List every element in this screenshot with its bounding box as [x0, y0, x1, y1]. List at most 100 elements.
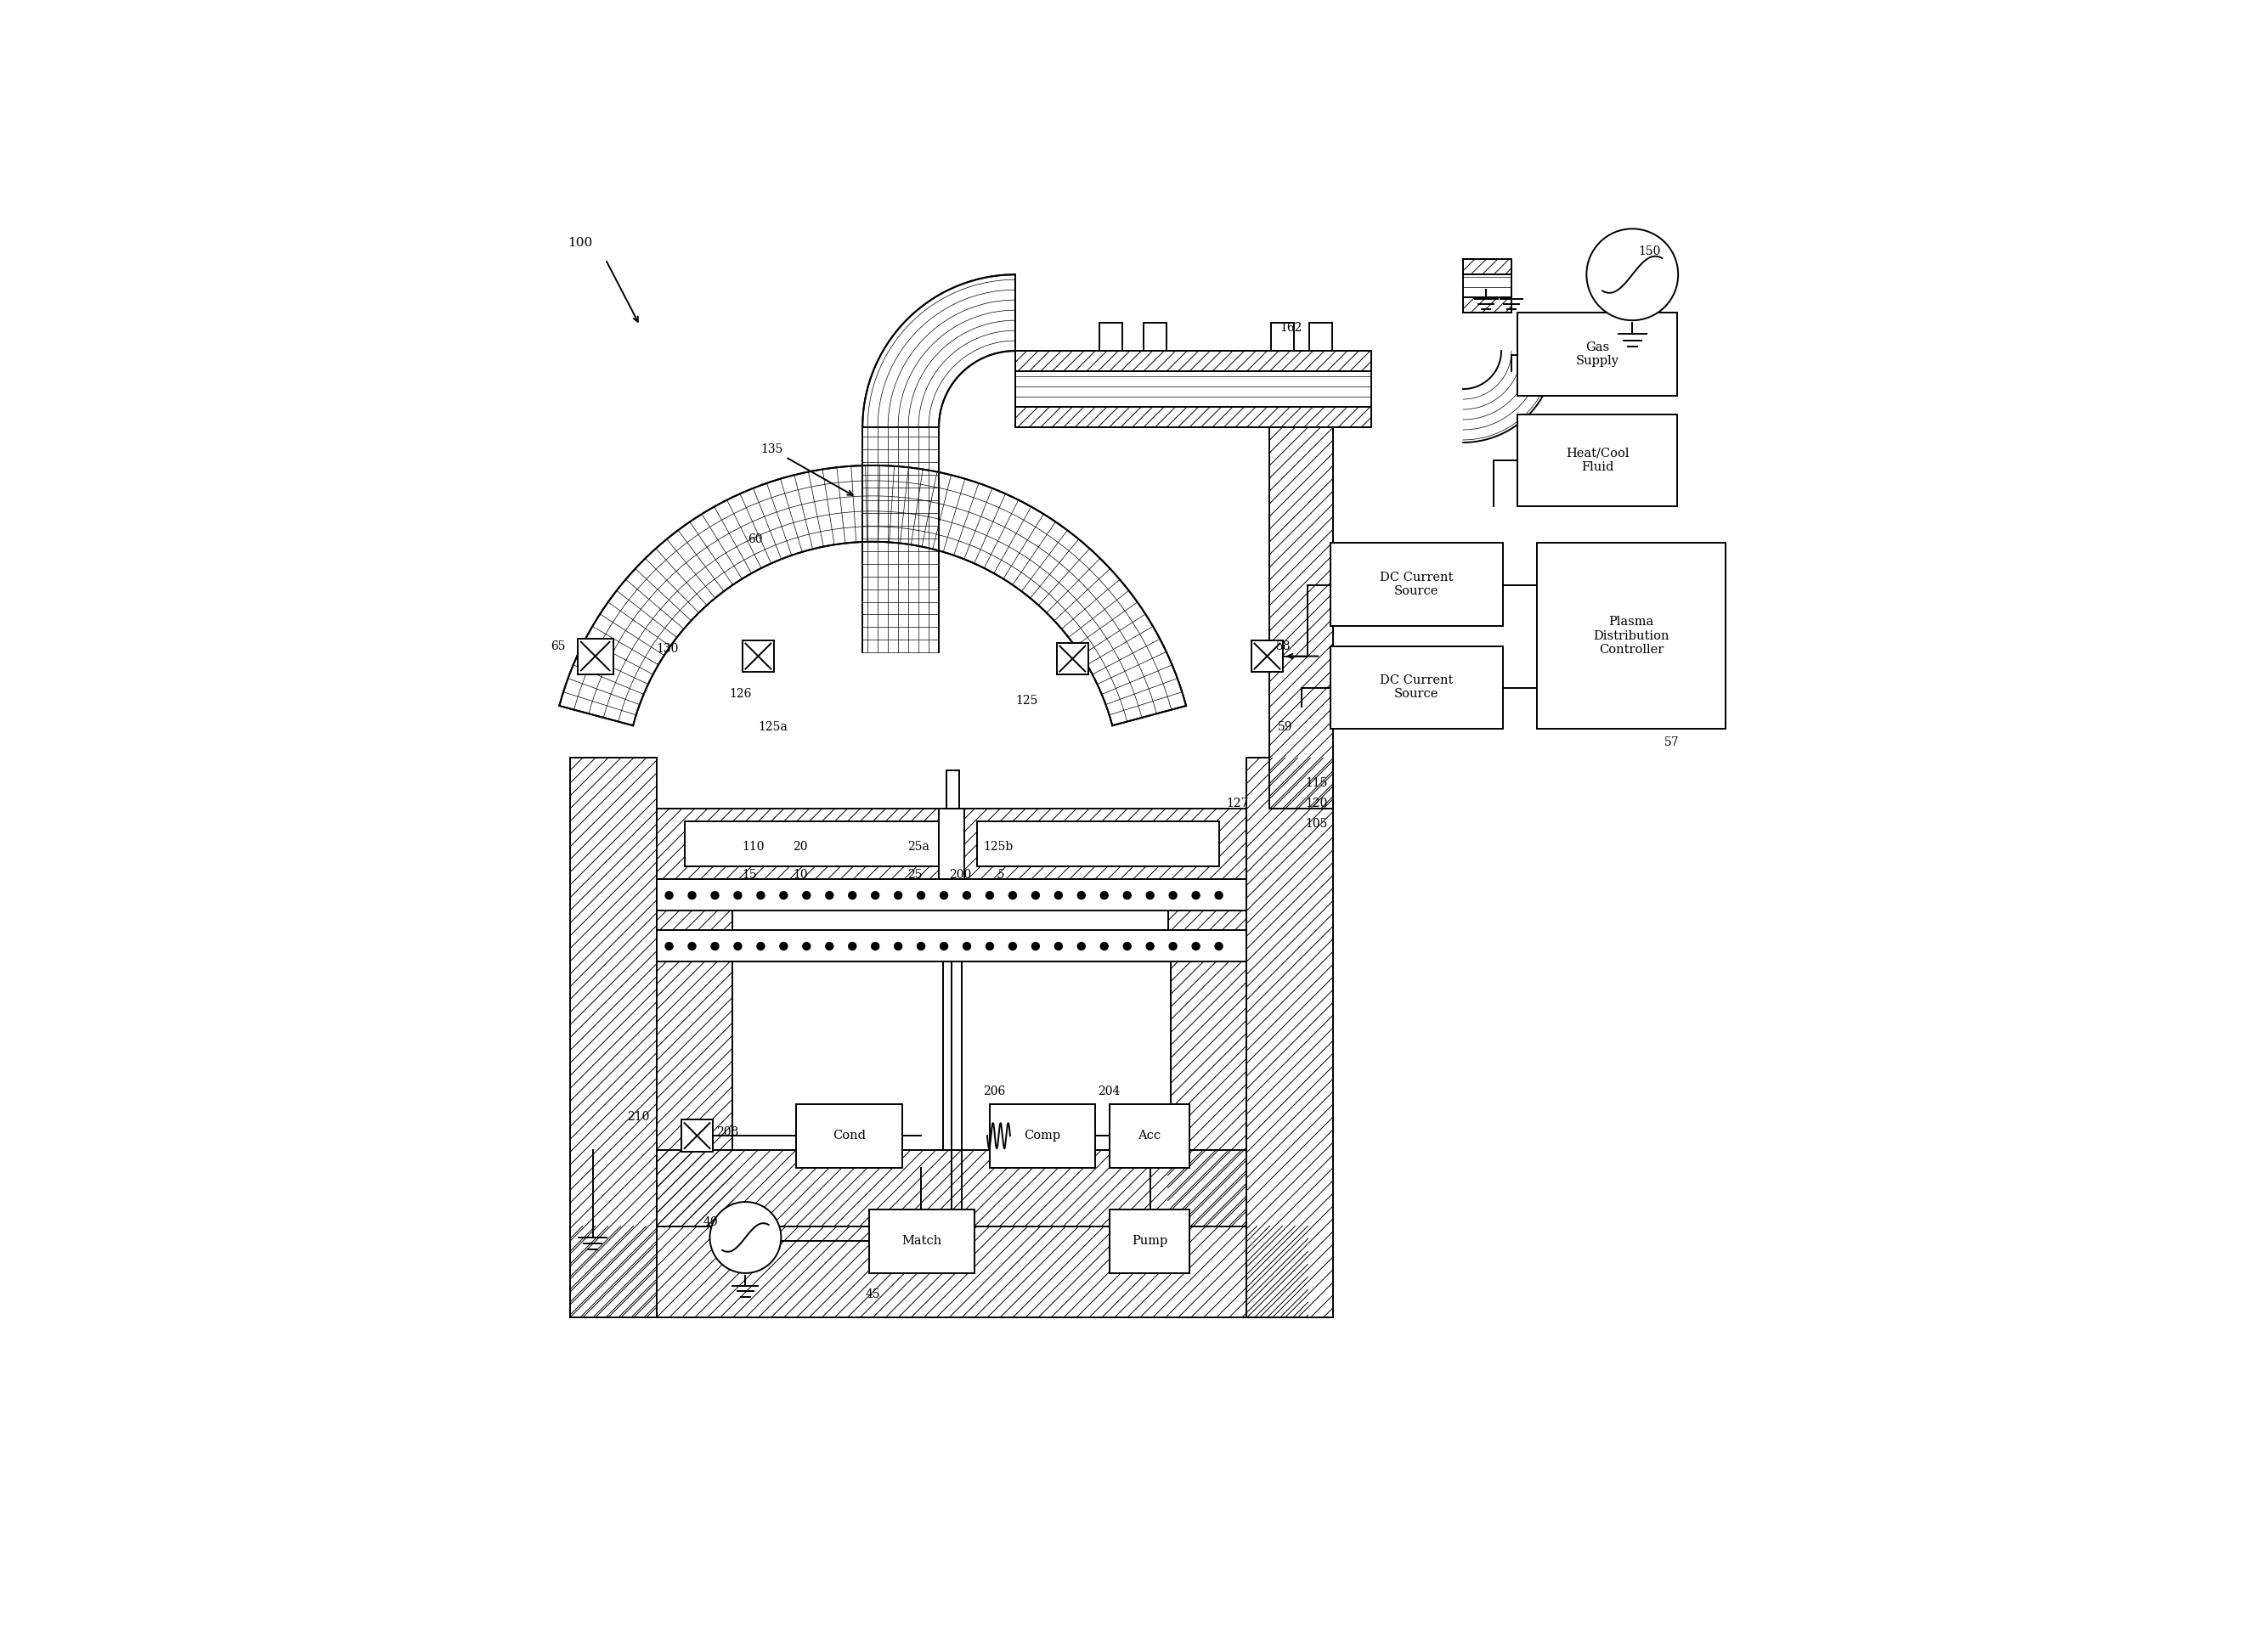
- Circle shape: [1032, 892, 1039, 899]
- Circle shape: [735, 892, 742, 899]
- Bar: [1463, 259, 1512, 312]
- Bar: [1537, 544, 1724, 729]
- Text: 204: 204: [1098, 1085, 1120, 1097]
- Circle shape: [895, 942, 902, 950]
- Bar: [570, 758, 656, 1318]
- Text: DC Current
Source: DC Current Source: [1379, 572, 1454, 596]
- Bar: [1109, 1104, 1190, 1168]
- Bar: [1463, 297, 1512, 312]
- Bar: [1310, 322, 1332, 350]
- Circle shape: [802, 892, 811, 899]
- Circle shape: [872, 942, 879, 950]
- Text: 210: 210: [627, 1110, 649, 1123]
- Circle shape: [895, 892, 902, 899]
- Text: 126: 126: [728, 689, 751, 700]
- Text: DC Current
Source: DC Current Source: [1379, 674, 1454, 700]
- Circle shape: [985, 892, 994, 899]
- Text: Heat/Cool
Fluid: Heat/Cool Fluid: [1567, 448, 1630, 472]
- Bar: [1168, 909, 1246, 1226]
- Circle shape: [825, 942, 834, 950]
- Bar: [796, 1104, 902, 1168]
- Circle shape: [1122, 892, 1132, 899]
- Bar: [976, 821, 1219, 866]
- Circle shape: [1147, 942, 1154, 950]
- Text: 162: 162: [1280, 322, 1303, 334]
- Bar: [1251, 641, 1283, 672]
- Bar: [577, 638, 613, 674]
- Bar: [1057, 643, 1089, 674]
- Text: Match: Match: [902, 1236, 942, 1247]
- Text: 58: 58: [1276, 639, 1292, 653]
- Circle shape: [1077, 892, 1084, 899]
- Circle shape: [985, 942, 994, 950]
- Text: 127: 127: [1226, 798, 1249, 809]
- Circle shape: [1587, 228, 1679, 320]
- Circle shape: [780, 942, 787, 950]
- Bar: [940, 809, 965, 879]
- Bar: [656, 809, 1246, 879]
- Circle shape: [1032, 942, 1039, 950]
- Bar: [570, 1226, 1307, 1318]
- Bar: [733, 961, 1170, 1150]
- Text: 45: 45: [866, 1289, 879, 1300]
- Text: 59: 59: [1278, 722, 1292, 733]
- Bar: [1100, 322, 1122, 350]
- Bar: [733, 961, 942, 1150]
- Text: Cond: Cond: [832, 1130, 866, 1142]
- Text: 65: 65: [550, 639, 566, 653]
- Text: 105: 105: [1305, 818, 1328, 829]
- Text: 15: 15: [742, 869, 757, 881]
- Bar: [656, 909, 733, 1226]
- Bar: [1269, 428, 1334, 809]
- Bar: [868, 1209, 974, 1274]
- Bar: [685, 821, 940, 866]
- Circle shape: [710, 942, 719, 950]
- Circle shape: [1055, 942, 1062, 950]
- Bar: [1143, 322, 1168, 350]
- Bar: [1271, 322, 1294, 350]
- Circle shape: [665, 892, 674, 899]
- Circle shape: [1010, 892, 1017, 899]
- Circle shape: [1215, 892, 1222, 899]
- Bar: [947, 771, 960, 809]
- Text: Gas
Supply: Gas Supply: [1576, 342, 1618, 367]
- Text: 115: 115: [1305, 778, 1328, 790]
- Bar: [1330, 544, 1503, 626]
- Circle shape: [665, 942, 674, 950]
- Text: Comp: Comp: [1023, 1130, 1062, 1142]
- Circle shape: [825, 892, 834, 899]
- Circle shape: [872, 892, 879, 899]
- Circle shape: [780, 892, 787, 899]
- Circle shape: [962, 942, 971, 950]
- Circle shape: [1010, 942, 1017, 950]
- Circle shape: [1147, 892, 1154, 899]
- Text: 206: 206: [983, 1085, 1005, 1097]
- Polygon shape: [559, 466, 1186, 725]
- Bar: [742, 641, 773, 672]
- Circle shape: [1077, 942, 1084, 950]
- Circle shape: [710, 892, 719, 899]
- Text: 57: 57: [1663, 737, 1679, 748]
- Text: 100: 100: [568, 236, 593, 249]
- Text: 60: 60: [748, 534, 762, 545]
- Circle shape: [848, 892, 857, 899]
- Text: 125b: 125b: [983, 841, 1014, 852]
- Text: 25: 25: [906, 869, 922, 881]
- Bar: [1014, 406, 1370, 428]
- Text: 10: 10: [793, 869, 807, 881]
- Text: 25a: 25a: [906, 841, 929, 852]
- Bar: [1014, 350, 1370, 428]
- Bar: [942, 961, 1170, 1150]
- Bar: [681, 1120, 712, 1151]
- Text: Acc: Acc: [1138, 1130, 1161, 1142]
- Circle shape: [710, 1203, 782, 1274]
- Circle shape: [848, 942, 857, 950]
- Circle shape: [1192, 942, 1199, 950]
- Bar: [1463, 259, 1512, 274]
- Text: 200: 200: [949, 869, 971, 881]
- Text: 130: 130: [656, 643, 678, 654]
- Text: 208: 208: [717, 1127, 739, 1138]
- Bar: [990, 1104, 1095, 1168]
- Circle shape: [1215, 942, 1222, 950]
- Text: 120: 120: [1305, 798, 1328, 809]
